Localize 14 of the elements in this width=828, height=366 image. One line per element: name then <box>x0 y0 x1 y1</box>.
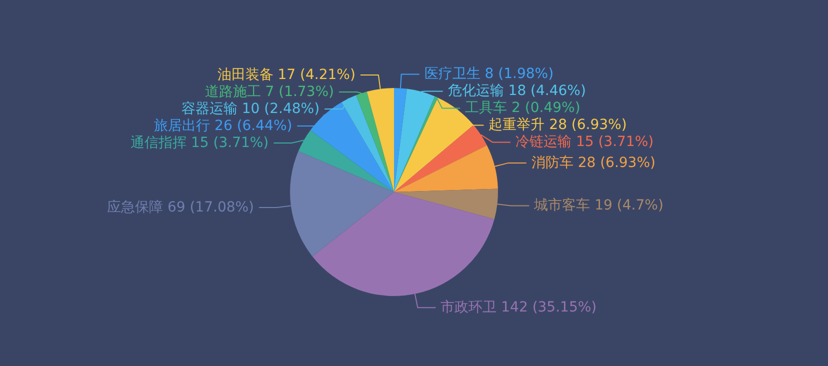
slice-label: 消防车 28 (6.93%) <box>531 154 656 171</box>
slice-label: 冷链运输 15 (3.71%) <box>515 134 654 150</box>
slice-label: 道路施工 7 (1.73%) <box>204 84 334 100</box>
slice-label: 容器运输 10 (2.48%) <box>181 101 320 118</box>
slice-label: 应急保障 69 (17.08%) <box>107 200 254 216</box>
slice-label: 医疗卫生 8 (1.98%) <box>424 66 554 82</box>
slice-label: 工具车 2 (0.49%) <box>465 100 580 116</box>
slice-label: 油田装备 17 (4.21%) <box>217 67 356 84</box>
slice-label: 通信指挥 15 (3.71%) <box>130 135 269 152</box>
slice-label: 城市客车 19 (4.7%) <box>533 198 664 214</box>
slice-label: 危化运输 18 (4.46%) <box>448 83 586 100</box>
slice-label: 旅居出行 26 (6.44%) <box>154 118 292 134</box>
slice-label: 市政环卫 142 (35.15%) <box>440 300 597 316</box>
slice-label: 起重举升 28 (6.93%) <box>488 117 627 134</box>
